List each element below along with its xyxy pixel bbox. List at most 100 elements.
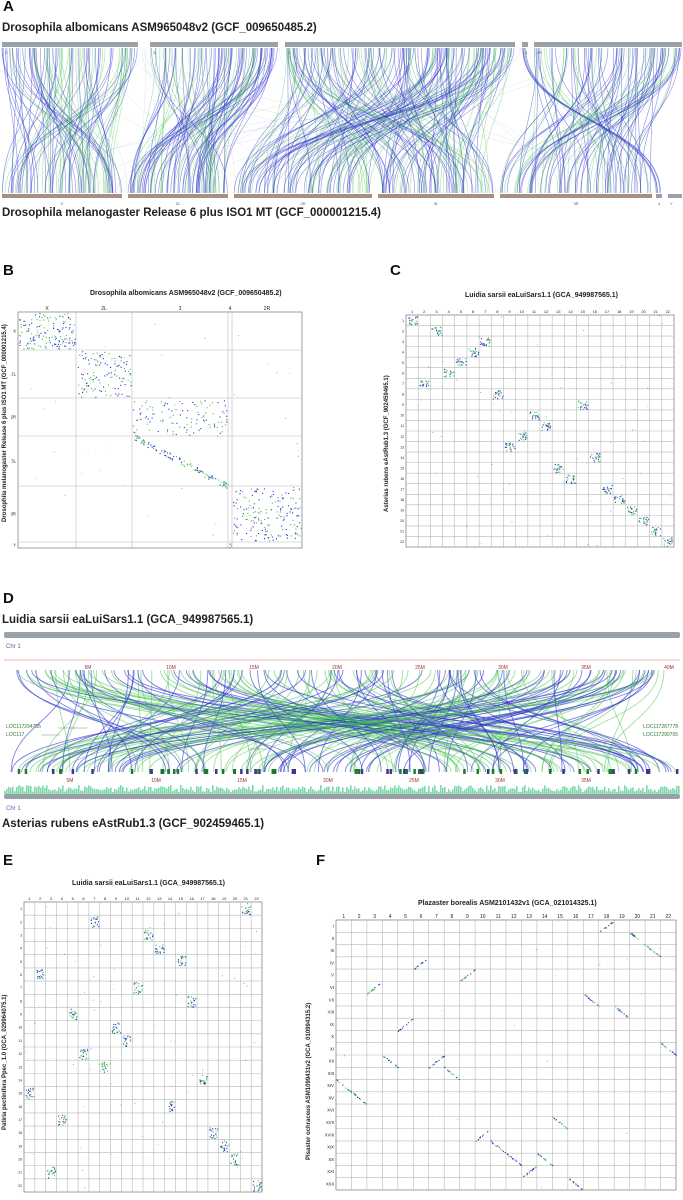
synteny-link: [590, 47, 604, 194]
dot-point: [647, 946, 649, 948]
coverage-bar: [338, 786, 340, 794]
row-label: 1: [402, 319, 404, 323]
dot-point: [202, 1074, 204, 1076]
coverage-bar: [66, 789, 68, 794]
coverage-bar: [372, 790, 374, 794]
dot-point: [453, 375, 455, 377]
coverage-bar: [156, 788, 158, 794]
dot-point: [274, 501, 276, 503]
dot-point: [524, 436, 526, 438]
dot-point: [43, 327, 45, 329]
coverage-bar: [460, 786, 462, 794]
bottom-chromosome-bar: [500, 194, 652, 198]
dot-point: [161, 354, 163, 356]
panel-label-f: F: [316, 852, 326, 869]
synteny-link: [561, 47, 586, 194]
dot-point: [48, 1177, 50, 1179]
dot-point: [99, 356, 101, 358]
dot-point: [441, 334, 443, 336]
synteny-link: [130, 47, 176, 194]
dot-point: [36, 319, 38, 321]
dot-point: [643, 522, 645, 524]
dot-point: [258, 533, 260, 535]
dot-point: [541, 1186, 543, 1188]
dot-point: [348, 1089, 350, 1091]
synteny-link: [331, 669, 572, 773]
dot-point: [562, 468, 564, 470]
synteny-link: [498, 669, 502, 773]
dot-point: [217, 435, 219, 437]
dot-point: [399, 1029, 401, 1031]
dot-point: [357, 1096, 359, 1098]
coverage-bar: [316, 791, 318, 794]
dot-point: [169, 1110, 171, 1112]
dot-point: [81, 1058, 83, 1060]
dot-point: [206, 1076, 208, 1078]
dot-point: [280, 516, 282, 518]
dot-point: [481, 342, 483, 344]
dot-point: [196, 470, 198, 472]
dot-point: [474, 347, 476, 349]
dot-point: [57, 343, 59, 345]
dot-point: [610, 382, 612, 384]
synteny-link: [417, 47, 453, 194]
dot-point: [278, 535, 280, 537]
coverage-bar: [344, 791, 346, 794]
dot-point: [156, 952, 158, 954]
dot-point: [134, 435, 136, 437]
coverage-bar: [12, 786, 14, 794]
dot-point: [99, 354, 101, 356]
dot-point: [559, 471, 561, 473]
dot-point: [95, 396, 97, 398]
synteny-link: [338, 47, 437, 194]
dot-point: [190, 463, 192, 465]
dot-point: [297, 508, 299, 510]
synteny-link: [388, 669, 479, 773]
synteny-link: [140, 47, 147, 194]
dot-point: [214, 1137, 216, 1139]
dot-point: [101, 1062, 103, 1064]
dot-point: [605, 927, 607, 929]
coverage-bar: [172, 790, 174, 794]
synteny-link: [446, 47, 512, 194]
dot-point: [233, 1154, 235, 1156]
synteny-link: [473, 47, 490, 194]
dot-point: [235, 1163, 237, 1165]
dot-point: [456, 361, 458, 363]
synteny-link: [454, 47, 501, 194]
dot-point: [142, 442, 144, 444]
coverage-bar: [72, 789, 74, 794]
dot-point: [36, 326, 38, 328]
dot-point: [370, 990, 372, 992]
dot-point: [186, 464, 188, 466]
dot-point: [632, 513, 634, 515]
dot-point: [674, 1178, 675, 1179]
dot-point: [290, 497, 292, 499]
dot-point: [87, 373, 89, 375]
coverage-bar: [376, 789, 378, 794]
dot-point: [99, 382, 101, 384]
bottom-chromosome-label: 3R: [573, 201, 578, 206]
dot-point: [265, 531, 267, 533]
coverage-bar: [110, 787, 112, 794]
synteny-link: [574, 47, 622, 194]
coverage-bar: [206, 787, 208, 794]
dot-point: [493, 395, 495, 397]
dot-point: [103, 1063, 105, 1065]
dot-point: [500, 392, 502, 394]
dot-point: [189, 434, 191, 436]
synteny-link: [213, 669, 288, 773]
row-label: 22: [400, 540, 404, 544]
dot-point: [39, 316, 41, 318]
synteny-link: [58, 47, 200, 194]
coverage-bar: [294, 789, 296, 794]
dot-point: [296, 526, 298, 528]
dot-point: [129, 374, 131, 376]
synteny-link: [351, 47, 456, 194]
column-label: 16: [573, 914, 579, 920]
dot-point: [267, 537, 269, 539]
dot-point: [548, 424, 550, 426]
dot-point: [145, 929, 147, 931]
dot-point: [256, 490, 258, 492]
dot-point: [91, 917, 93, 919]
